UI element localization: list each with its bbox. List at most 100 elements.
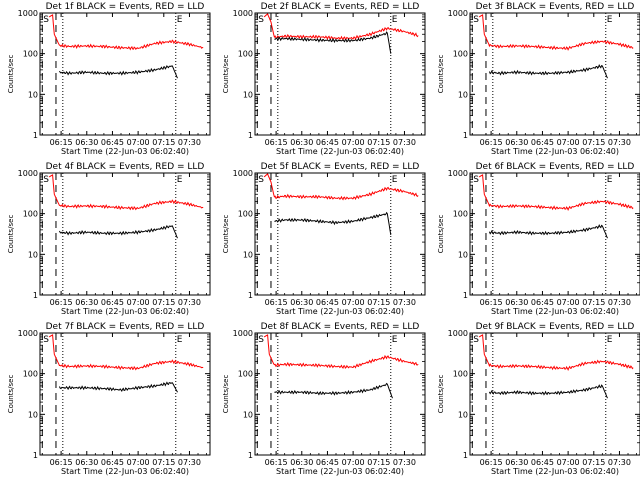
x-tick-label: 07:15 bbox=[152, 138, 175, 147]
event-marker-e: E bbox=[392, 335, 398, 345]
panel-title: Det 6f BLACK = Events, RED = LLD bbox=[476, 162, 635, 172]
event-marker-s: S bbox=[473, 175, 479, 185]
events-series-line bbox=[274, 31, 392, 54]
event-marker-s: S bbox=[43, 335, 49, 345]
x-tick-label: 06:30 bbox=[75, 298, 98, 307]
x-tick-label: 06:30 bbox=[75, 138, 98, 147]
x-tick-label: 06:15 bbox=[265, 298, 288, 307]
y-tick-label: 100 bbox=[23, 50, 38, 59]
x-tick-label: 07:15 bbox=[582, 298, 605, 307]
plot-frame bbox=[469, 332, 640, 456]
x-tick-label: 06:30 bbox=[290, 458, 313, 467]
y-tick-label: 1000 bbox=[448, 169, 468, 178]
x-tick-label: 07:00 bbox=[557, 138, 580, 147]
event-marker-e: E bbox=[607, 335, 613, 345]
y-tick-label: 1 bbox=[463, 451, 468, 460]
y-tick-label: 10 bbox=[458, 90, 468, 99]
x-tick-label: 07:00 bbox=[342, 458, 365, 467]
x-tick-label: 06:30 bbox=[505, 298, 528, 307]
x-tick-label: 06:15 bbox=[480, 138, 503, 147]
lld-series-line bbox=[263, 173, 419, 201]
y-tick-label: 1 bbox=[33, 451, 38, 460]
y-tick-label: 1 bbox=[463, 291, 468, 300]
y-axis-label: Counts/sec bbox=[437, 55, 445, 94]
x-tick-label: 07:00 bbox=[342, 298, 365, 307]
panel-title: Det 8f BLACK = Events, RED = LLD bbox=[261, 322, 420, 332]
x-tick-label: 07:00 bbox=[127, 298, 150, 307]
x-axis-label: Start Time (22-Jun-03 06:02:40) bbox=[491, 307, 619, 316]
panel-title: Det 9f BLACK = Events, RED = LLD bbox=[476, 322, 635, 332]
x-tick-label: 06:15 bbox=[265, 138, 288, 147]
y-tick-label: 1 bbox=[463, 131, 468, 140]
events-series-line bbox=[58, 381, 178, 393]
y-tick-label: 1000 bbox=[233, 9, 253, 18]
y-tick-label: 100 bbox=[453, 50, 468, 59]
event-marker-e: E bbox=[392, 15, 398, 25]
y-tick-label: 10 bbox=[28, 410, 38, 419]
x-axis-label: Start Time (22-Jun-03 06:02:40) bbox=[61, 147, 189, 156]
lld-series-line bbox=[263, 13, 419, 41]
detector-panel: Det 8f BLACK = Events, RED = LLD Counts/s… bbox=[222, 322, 426, 476]
lld-series-line bbox=[48, 334, 204, 371]
lld-series-line bbox=[263, 334, 419, 369]
x-axis-label: Start Time (22-Jun-03 06:02:40) bbox=[276, 307, 404, 316]
detector-panel: Det 3f BLACK = Events, RED = LLD Counts/s… bbox=[437, 2, 640, 156]
x-tick-label: 06:45 bbox=[531, 138, 554, 147]
y-tick-label: 10 bbox=[243, 410, 253, 419]
panel-title: Det 3f BLACK = Events, RED = LLD bbox=[476, 2, 635, 12]
event-marker-e: E bbox=[607, 15, 613, 25]
lld-series-line bbox=[48, 14, 204, 51]
x-tick-label: 07:30 bbox=[178, 458, 201, 467]
panel-title: Det 4f BLACK = Events, RED = LLD bbox=[46, 162, 205, 172]
panel-title: Det 5f BLACK = Events, RED = LLD bbox=[261, 162, 420, 172]
event-marker-s: S bbox=[43, 175, 49, 185]
y-axis-label: Counts/sec bbox=[437, 375, 445, 414]
lld-series-line bbox=[478, 174, 634, 212]
detector-panel: Det 7f BLACK = Events, RED = LLD Counts/s… bbox=[7, 322, 211, 476]
panel-title: Det 1f BLACK = Events, RED = LLD bbox=[46, 2, 205, 12]
event-marker-e: E bbox=[177, 175, 183, 185]
y-tick-label: 100 bbox=[238, 370, 253, 379]
y-tick-label: 1000 bbox=[18, 329, 38, 338]
x-tick-label: 06:15 bbox=[50, 458, 73, 467]
detector-panel: Det 5f BLACK = Events, RED = LLD Counts/s… bbox=[222, 162, 426, 316]
event-marker-s: S bbox=[258, 15, 264, 25]
plot-frame bbox=[39, 332, 211, 456]
x-tick-label: 06:45 bbox=[101, 138, 124, 147]
plot-frame bbox=[254, 172, 426, 296]
x-tick-label: 07:30 bbox=[608, 138, 631, 147]
x-tick-label: 07:15 bbox=[582, 138, 605, 147]
y-axis-label: Counts/sec bbox=[222, 375, 230, 414]
x-tick-label: 07:15 bbox=[582, 458, 605, 467]
plot-frame bbox=[39, 172, 211, 296]
y-tick-label: 100 bbox=[23, 370, 38, 379]
y-tick-label: 100 bbox=[453, 210, 468, 219]
x-tick-label: 07:15 bbox=[152, 298, 175, 307]
x-tick-label: 07:30 bbox=[393, 298, 416, 307]
x-tick-label: 07:30 bbox=[178, 298, 201, 307]
x-tick-label: 06:15 bbox=[480, 298, 503, 307]
x-axis-label: Start Time (22-Jun-03 06:02:40) bbox=[61, 307, 189, 316]
events-series-line bbox=[488, 64, 608, 79]
detector-panel: Det 4f BLACK = Events, RED = LLD Counts/s… bbox=[7, 162, 211, 316]
events-series-line bbox=[488, 384, 608, 399]
y-tick-label: 1 bbox=[33, 291, 38, 300]
plot-frame bbox=[39, 12, 211, 136]
panel-title: Det 7f BLACK = Events, RED = LLD bbox=[46, 322, 205, 332]
x-tick-label: 07:30 bbox=[393, 138, 416, 147]
x-tick-label: 06:15 bbox=[265, 458, 288, 467]
event-marker-s: S bbox=[473, 335, 479, 345]
x-tick-label: 07:15 bbox=[367, 298, 390, 307]
x-axis-label: Start Time (22-Jun-03 06:02:40) bbox=[276, 147, 404, 156]
y-tick-label: 1 bbox=[248, 451, 253, 460]
y-tick-label: 10 bbox=[243, 250, 253, 259]
y-tick-label: 1000 bbox=[18, 9, 38, 18]
x-tick-label: 07:30 bbox=[608, 298, 631, 307]
x-tick-label: 06:15 bbox=[50, 298, 73, 307]
y-tick-label: 100 bbox=[23, 210, 38, 219]
y-axis-label: Counts/sec bbox=[222, 215, 230, 254]
x-tick-label: 07:15 bbox=[367, 458, 390, 467]
x-tick-label: 06:30 bbox=[505, 458, 528, 467]
detector-panel: Det 1f BLACK = Events, RED = LLD Counts/s… bbox=[7, 2, 211, 156]
event-marker-e: E bbox=[607, 175, 613, 185]
